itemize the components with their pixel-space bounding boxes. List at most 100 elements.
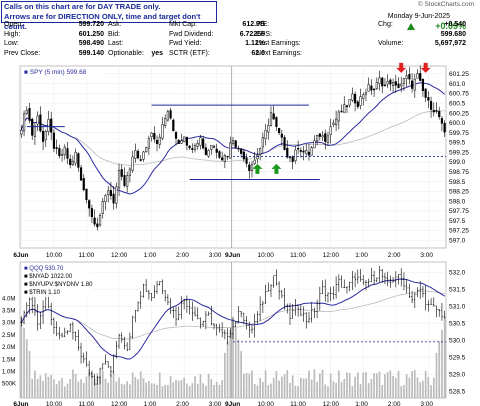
qqq-axis-tick: 529.0 bbox=[449, 372, 466, 379]
candle-body bbox=[286, 147, 289, 158]
price-axis-tick: 601.25 bbox=[449, 71, 469, 78]
qqq-axis-tick: 531.0 bbox=[449, 304, 466, 311]
candle-body bbox=[117, 169, 121, 189]
volume-bar bbox=[115, 381, 118, 398]
candle-body bbox=[210, 144, 213, 150]
volume-axis-tick: 1.5M bbox=[2, 357, 15, 363]
candle-body bbox=[375, 82, 378, 89]
quote-label: Bid: bbox=[108, 30, 121, 38]
volume-bar bbox=[400, 386, 403, 398]
price-axis-tick: 598.0 bbox=[449, 198, 466, 205]
candle-body bbox=[351, 93, 354, 101]
candle-body bbox=[386, 81, 389, 85]
candle-body bbox=[226, 155, 229, 158]
volume-bar bbox=[96, 373, 99, 398]
candle-body bbox=[389, 79, 392, 85]
candle-body bbox=[28, 108, 31, 121]
x-axis-tick: 3:00 bbox=[209, 401, 222, 406]
volume-bar bbox=[405, 374, 408, 398]
volume-bar bbox=[384, 373, 386, 398]
volume-bar bbox=[112, 372, 115, 398]
price-legend: ■ SPY (5 min) 599.68 bbox=[24, 69, 87, 76]
candle-body bbox=[435, 110, 438, 112]
candle-body bbox=[340, 110, 343, 113]
volume-bar bbox=[413, 370, 416, 398]
candle-body bbox=[410, 80, 414, 89]
candle-body bbox=[391, 82, 395, 87]
candle-body bbox=[166, 111, 169, 121]
candle-body bbox=[440, 118, 444, 124]
disclaimer-line-1: Calls on this chart are for DAY TRADE on… bbox=[4, 2, 161, 11]
volume-bar bbox=[183, 377, 186, 398]
candle-body bbox=[25, 109, 28, 115]
candle-body bbox=[109, 190, 112, 196]
quote-label: Low: bbox=[4, 40, 19, 48]
candle-body bbox=[202, 138, 205, 149]
volume-bar bbox=[416, 377, 419, 398]
price-axis-tick: 599.0 bbox=[449, 159, 466, 166]
volume-bar bbox=[158, 372, 161, 398]
volume-bar bbox=[318, 373, 321, 398]
candle-body bbox=[150, 132, 153, 138]
candle-body bbox=[123, 175, 126, 186]
candle-body bbox=[345, 105, 349, 108]
volume-axis-tick: 500K bbox=[2, 382, 16, 388]
volume-axis-tick: 1.0M bbox=[2, 370, 15, 376]
candle-body bbox=[259, 148, 262, 155]
volume-bar bbox=[378, 371, 381, 398]
volume-bar bbox=[80, 379, 82, 398]
volume-bar bbox=[381, 385, 384, 398]
qqq-axis-tick: 528.5 bbox=[449, 389, 466, 396]
qqq-axis-tick: 530.0 bbox=[449, 338, 466, 345]
candle-body bbox=[104, 195, 107, 202]
volume-bar bbox=[291, 375, 294, 398]
candle-body bbox=[248, 164, 251, 171]
x-axis-tick: 2:00 bbox=[388, 252, 401, 259]
candle-body bbox=[231, 140, 235, 144]
x-axis-tick: 12:00 bbox=[323, 401, 340, 406]
volume-axis-tick: 2.0M bbox=[2, 345, 15, 351]
volume-bar bbox=[72, 369, 74, 398]
volume-bar bbox=[161, 386, 164, 398]
candle-body bbox=[155, 139, 159, 144]
volume-bar bbox=[188, 385, 191, 398]
x-axis-tick: 1:00 bbox=[144, 252, 157, 259]
volume-bar bbox=[88, 369, 91, 398]
volume-bar bbox=[278, 380, 280, 398]
quote-label: Volume: bbox=[378, 40, 404, 48]
volume-bar bbox=[332, 381, 335, 398]
x-axis-tick: 10:00 bbox=[258, 252, 275, 259]
candle-body bbox=[134, 150, 137, 159]
candle-body bbox=[337, 111, 340, 122]
candle-body bbox=[321, 135, 324, 138]
up-triangle-icon bbox=[407, 23, 415, 30]
candle-body bbox=[443, 123, 446, 133]
candle-body bbox=[20, 129, 23, 135]
x-axis-tick: 2:00 bbox=[388, 401, 401, 406]
quote-value: 1.12% bbox=[245, 40, 265, 48]
volume-bar bbox=[441, 329, 443, 398]
candle-body bbox=[71, 160, 75, 166]
x-axis-tick: 12:00 bbox=[111, 401, 128, 406]
x-axis-tick: 3:00 bbox=[420, 252, 433, 259]
candle-body bbox=[318, 133, 321, 137]
quote-label: Prev Close: bbox=[4, 49, 41, 57]
candle-body bbox=[44, 131, 47, 141]
x-axis-tick: 11:00 bbox=[290, 401, 306, 406]
candle-body bbox=[55, 147, 58, 149]
candle-body bbox=[177, 139, 180, 144]
volume-bar bbox=[202, 383, 204, 398]
candle-body bbox=[158, 136, 161, 145]
candle-body bbox=[33, 125, 37, 137]
volume-bar bbox=[297, 385, 299, 398]
chg-label: Chg: bbox=[378, 21, 393, 28]
price-axis-tick: 598.25 bbox=[449, 189, 469, 196]
volume-bar bbox=[150, 383, 153, 398]
volume-bar bbox=[340, 381, 343, 398]
candle-body bbox=[169, 110, 172, 119]
volume-bar bbox=[131, 372, 134, 398]
quote-label: High: bbox=[4, 30, 21, 38]
volume-bar bbox=[47, 376, 50, 398]
volume-bar bbox=[419, 382, 422, 398]
candle-body bbox=[145, 147, 148, 153]
